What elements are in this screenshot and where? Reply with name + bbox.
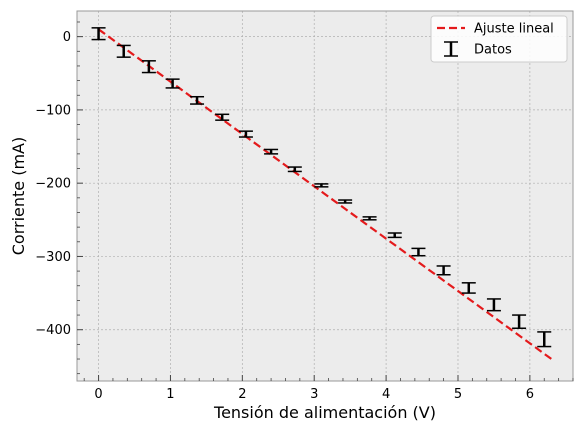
x-tick-label: 6 — [526, 387, 534, 402]
y-tick-label: −300 — [35, 250, 71, 265]
data-point — [512, 314, 527, 329]
grid-lines — [77, 11, 573, 381]
axes — [76, 10, 574, 382]
data-point — [338, 199, 353, 204]
y-tick-label: −400 — [35, 323, 71, 338]
y-tick-label: −100 — [35, 103, 71, 118]
data-point — [238, 130, 253, 138]
y-axis-label: Corriente (mA) — [9, 137, 28, 255]
legend: Ajuste lineal Datos — [430, 15, 568, 63]
data-point — [165, 78, 180, 89]
y-tick-label: 0 — [63, 30, 71, 45]
data-point — [436, 265, 451, 276]
x-axis-ticks: 0 1 2 3 4 5 6 — [83, 375, 574, 402]
legend-data-swatch — [444, 41, 458, 57]
y-axis-ticks: 0 −100 −200 −300 −400 — [35, 21, 83, 375]
data-point — [190, 95, 205, 105]
data-point — [411, 247, 426, 257]
x-axis-label: Tensión de alimentación (V) — [213, 403, 436, 422]
data-point — [91, 27, 106, 41]
data-points-layer — [91, 27, 552, 348]
data-point — [387, 232, 402, 239]
data-point — [461, 282, 476, 294]
axes-frame — [76, 10, 574, 382]
data-point — [287, 166, 302, 173]
data-point — [537, 331, 552, 348]
fit-line — [97, 28, 553, 360]
x-tick-label: 0 — [94, 387, 102, 402]
data-point — [264, 148, 279, 155]
data-point — [141, 60, 156, 74]
x-tick-label: 3 — [310, 387, 318, 402]
data-point — [215, 113, 230, 121]
x-tick-label: 2 — [238, 387, 246, 402]
data-point — [314, 183, 329, 188]
data-point — [116, 44, 131, 58]
x-tick-label: 1 — [166, 387, 174, 402]
legend-fit-label: Ajuste lineal — [474, 22, 554, 37]
legend-data-label: Datos — [474, 43, 512, 58]
data-point — [362, 216, 377, 221]
fit-line-layer — [97, 28, 553, 360]
data-point — [486, 298, 501, 312]
x-tick-label: 5 — [454, 387, 462, 402]
y-tick-label: −200 — [35, 177, 71, 192]
x-tick-label: 4 — [382, 387, 390, 402]
